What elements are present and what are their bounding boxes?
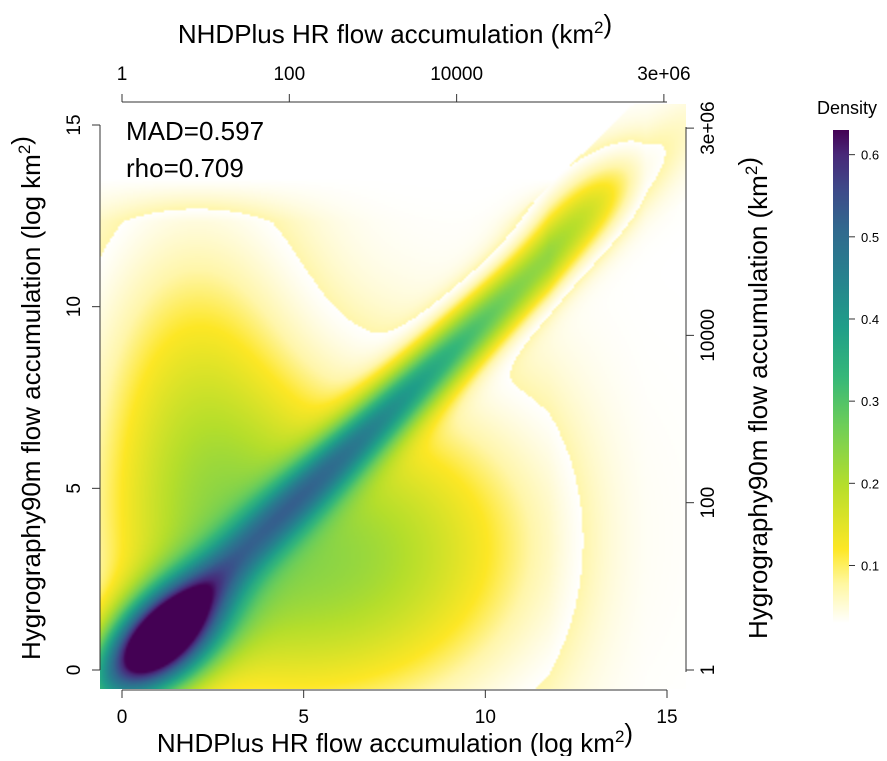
rho-annotation: rho=0.709 xyxy=(126,153,244,183)
legend-tick-label: 0.6 xyxy=(861,148,879,163)
y-axis-ticks: 0 5 10 15 xyxy=(64,114,100,675)
top-tick-label: 3e+06 xyxy=(637,64,690,85)
x-axis-ticks: 0 5 10 15 xyxy=(117,690,678,728)
legend: Density 0.1 0.2 0.3 0.4 0.5 0.6 xyxy=(817,98,879,623)
top-axis-ticks: 1 100 10000 3e+06 xyxy=(117,64,691,102)
legend-tick-label: 0.5 xyxy=(861,230,879,245)
legend-tick-label: 0.3 xyxy=(861,394,879,409)
y-tick-label: 10 xyxy=(64,296,85,317)
mad-annotation: MAD=0.597 xyxy=(126,116,264,146)
right-tick-label: 100 xyxy=(698,487,719,519)
right-axis-ticks: 1 100 10000 3e+06 xyxy=(686,101,719,675)
density-heatmap xyxy=(100,104,686,689)
x-tick-label: 0 xyxy=(117,707,128,728)
top-tick-label: 100 xyxy=(273,64,305,85)
y-tick-label: 5 xyxy=(64,483,85,494)
x-tick-label: 15 xyxy=(656,707,677,728)
legend-colorbar xyxy=(833,130,849,623)
y-tick-label: 0 xyxy=(64,665,85,676)
right-tick-label: 10000 xyxy=(698,309,719,362)
legend-tick-label: 0.1 xyxy=(861,558,879,573)
x-tick-label: 5 xyxy=(298,707,309,728)
y-axis-right-label: Hygrography90m flow accumulation (km2) xyxy=(733,157,773,639)
top-tick-label: 10000 xyxy=(430,64,483,85)
x-tick-label: 10 xyxy=(475,707,496,728)
legend-ticks: 0.1 0.2 0.3 0.4 0.5 0.6 xyxy=(849,148,879,573)
y-axis-label: Hygrography90m flow accumulation (log km… xyxy=(6,136,46,660)
y-tick-label: 15 xyxy=(64,114,85,135)
x-axis-label: NHDPlus HR flow accumulation (log km2) xyxy=(157,718,633,756)
right-tick-label: 1 xyxy=(698,665,719,676)
chart-title: NHDPlus HR flow accumulation (km2) xyxy=(178,9,612,49)
legend-tick-label: 0.2 xyxy=(861,476,879,491)
legend-tick-label: 0.4 xyxy=(861,312,879,327)
right-tick-label: 3e+06 xyxy=(698,101,719,154)
top-tick-label: 1 xyxy=(117,64,128,85)
legend-title: Density xyxy=(817,98,877,118)
